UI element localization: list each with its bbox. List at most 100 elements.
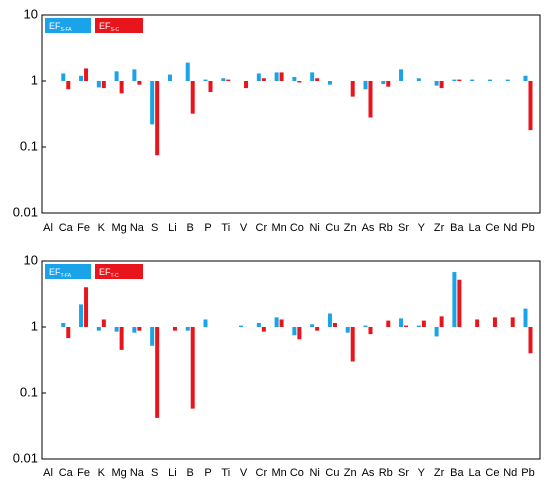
x-tick-label: Cr [256,222,268,234]
x-tick-label: Al [43,222,53,234]
top-chart-panel: 0.01 0.1 1 10 Al Ca Fe K Mg Na S Li B P Ti V Cr Mn Co Ni Cu Z… [13,6,541,234]
x-tick-label: Zn [344,467,357,479]
x-tick-label: Pb [521,467,534,479]
x-tick-label: Co [290,222,304,234]
x-tick-label: Ba [450,467,464,479]
bar-t-c-nd [510,317,515,327]
plot-frame [41,14,541,214]
bar-s-c-fe [84,68,89,81]
bar-s-fa-sr [399,69,404,81]
bar-t-c-rb [386,320,391,327]
x-tick-label: Mg [111,467,126,479]
bar-s-c-b [190,81,195,114]
x-tick-label: S [151,467,158,479]
bar-t-c-mg [119,327,124,350]
bar-t-c-pb [528,327,533,354]
x-tick-label: Cu [325,222,339,234]
bar-t-fa-cr [256,322,261,327]
bar-s-c-cr [261,78,266,81]
x-tick-label: Ni [309,222,319,234]
x-tick-label: Y [418,467,426,479]
x-tick-label: Li [168,467,177,479]
x-tick-label: P [204,222,211,234]
x-tick-label: Cu [325,467,339,479]
bar-t-c-na [137,327,142,331]
x-tick-label: V [240,467,248,479]
bar-t-fa-fe [79,304,84,327]
bar-t-c-co [297,327,302,340]
y-tick-label: 0.1 [20,138,38,153]
bar-s-fa-co [292,76,297,81]
bar-t-c-b [190,327,195,409]
bar-t-c-as [368,327,373,335]
x-tick-label: La [469,467,482,479]
x-tick-label: Nd [503,222,517,234]
x-tick-label: Ti [221,222,230,234]
bar-s-fa-ba [452,79,457,81]
bar-t-c-y [421,320,426,327]
legend-label: EFS-C [99,21,120,33]
x-tick-label: Sr [398,467,409,479]
bar-s-fa-cu [327,81,332,85]
x-tick-label: Fe [77,467,90,479]
x-tick-label: Ca [59,467,74,479]
x-tick-label: Na [130,467,145,479]
legend-label: EFS-FA [49,21,72,33]
legend-label: EFT-C [99,267,119,279]
bar-t-c-zr [439,316,444,327]
x-tick-label: Mn [271,467,286,479]
bar-s-fa-ca [61,73,66,81]
bar-s-c-as [368,81,373,118]
bar-t-fa-ca [61,322,66,327]
bar-s-fa-cr [256,73,261,81]
x-tick-label: S [151,222,158,234]
x-tick-label: La [469,222,482,234]
x-tick-label: K [98,467,106,479]
bar-s-fa-rb [381,81,386,85]
x-tick-label: Sr [398,222,409,234]
y-tick-label: 10 [24,252,38,267]
legend-swatch-t-fa [45,264,91,279]
x-tick-label: Ni [309,467,319,479]
x-tick-label: K [98,222,106,234]
bar-s-fa-li [167,74,172,81]
bar-s-c-ni [315,78,320,81]
x-tick-label: Rb [379,222,393,234]
bar-s-fa-zr [434,81,439,86]
bar-t-c-ca [66,327,71,339]
bar-s-c-s [155,81,160,156]
bar-t-c-li [172,327,177,331]
legend-swatch-t-c [95,264,143,279]
bar-s-fa-nd [505,79,510,81]
y-tick-label: 0.1 [20,384,38,399]
x-tick-label: Al [43,467,53,479]
legend-swatch-s-c [95,18,143,33]
bar-t-fa-as [363,325,368,327]
y-tick-label: 1 [31,72,38,87]
bar-t-c-mn [279,319,284,327]
bar-t-fa-y [416,325,421,327]
bar-s-fa-b [185,62,190,81]
bar-t-c-sr [404,325,409,327]
bar-t-c-ce [492,317,497,327]
x-tick-label: B [187,467,194,479]
legend-label: EFT-FA [49,267,72,279]
bar-s-c-zn [350,81,355,97]
x-tick-label: Zr [434,467,445,479]
bar-t-fa-p [203,319,208,327]
bar-s-c-p [208,81,213,93]
bar-s-c-co [297,81,302,83]
bar-s-fa-as [363,81,368,90]
plot-frame [41,260,541,460]
x-tick-label: As [362,222,375,234]
bar-s-c-mn [279,72,284,81]
x-tick-label: Ce [485,467,499,479]
bar-s-fa-p [203,79,208,81]
bar-s-c-v [244,81,249,89]
bar-t-c-zn [350,327,355,362]
bar-t-fa-ba [452,272,457,327]
bar-s-fa-la [470,79,475,81]
y-tick-label: 0.01 [13,450,38,465]
bar-s-c-rb [386,81,391,87]
bar-t-c-cu [332,322,337,327]
